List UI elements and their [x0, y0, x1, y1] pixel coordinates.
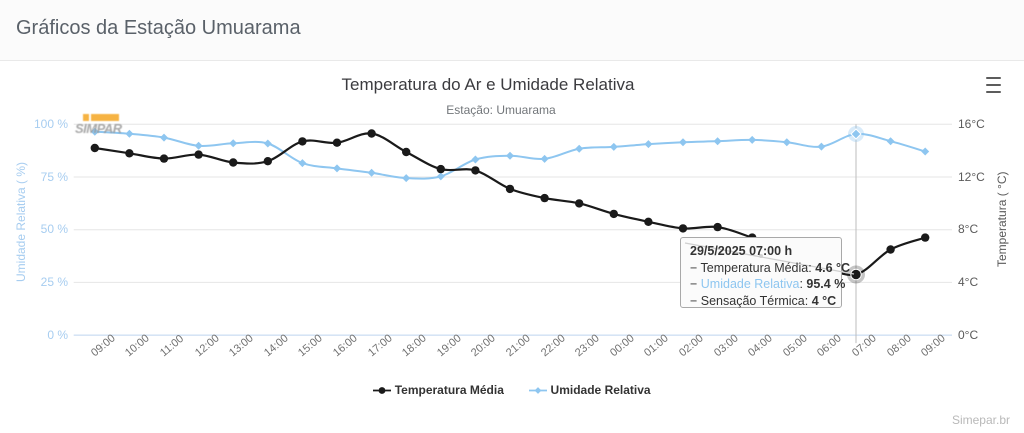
- svg-text:SIMPAR: SIMPAR: [75, 121, 123, 136]
